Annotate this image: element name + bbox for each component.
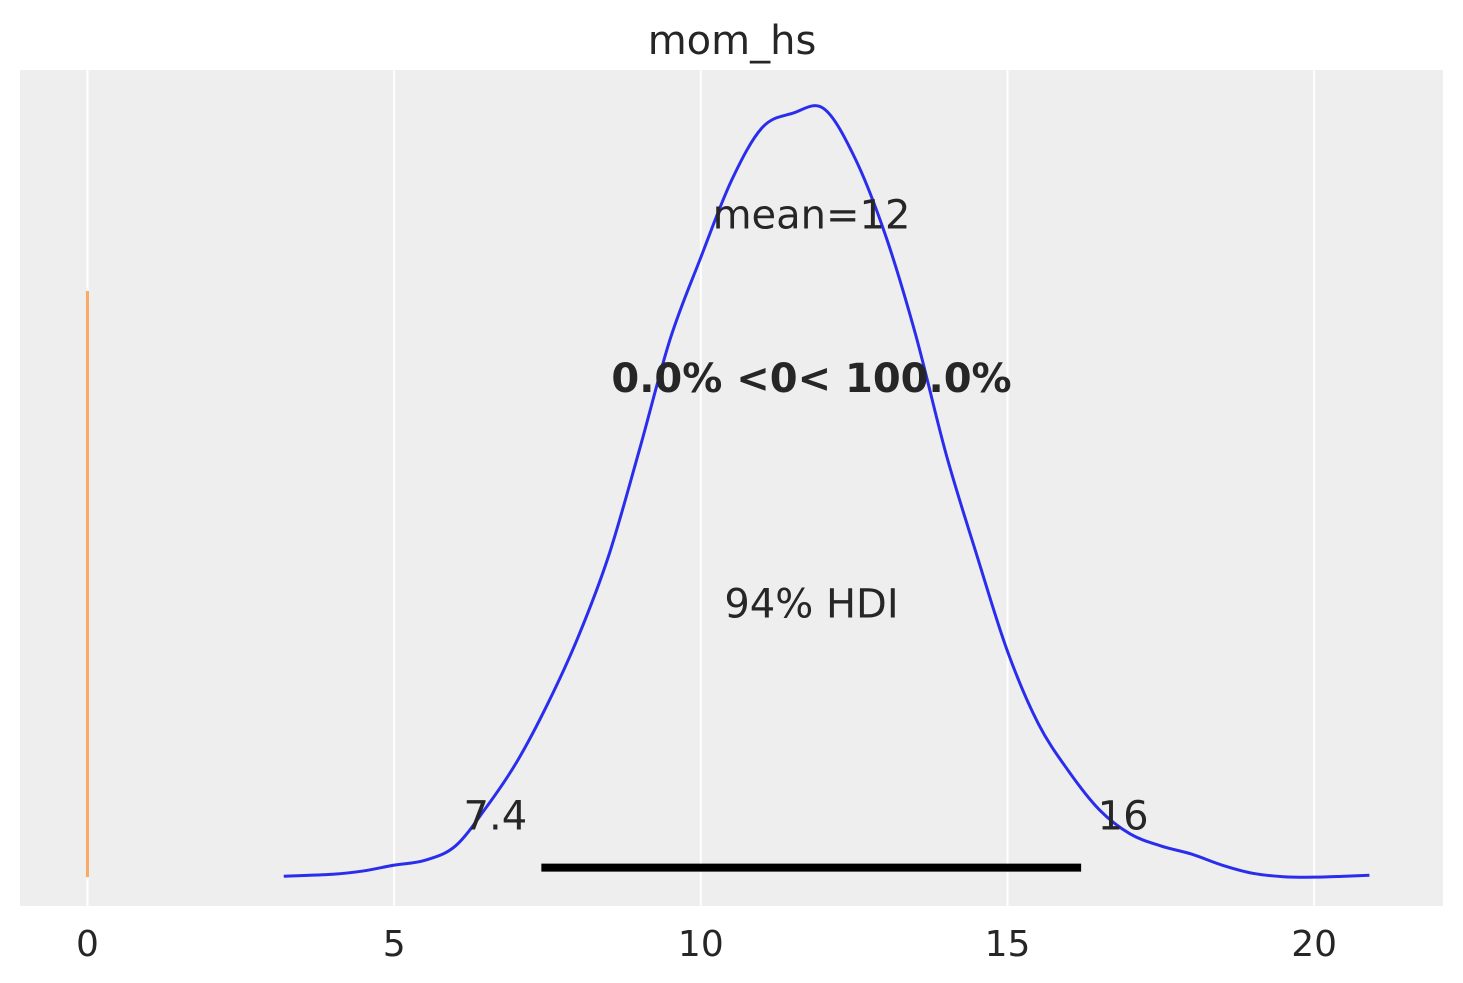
x-tick-label: 0 [76,924,99,965]
hdi-high-label: 16 [1098,794,1149,840]
mean-label: mean=12 [713,193,911,239]
chart-title: mom_hs [648,18,817,64]
x-tick-label: 5 [383,924,406,965]
x-tick-label: 20 [1291,924,1337,965]
hdi-low-label: 7.4 [464,794,528,840]
x-tick-label: 15 [985,924,1031,965]
x-tick-label: 10 [678,924,724,965]
hdi-label: 94% HDI [724,582,898,628]
plot-area [20,70,1443,906]
density-curve [283,104,1370,879]
reference-label: 0.0% <0< 100.0% [611,356,1011,402]
x-axis-ticks: 0 5 10 15 20 [76,924,1337,965]
